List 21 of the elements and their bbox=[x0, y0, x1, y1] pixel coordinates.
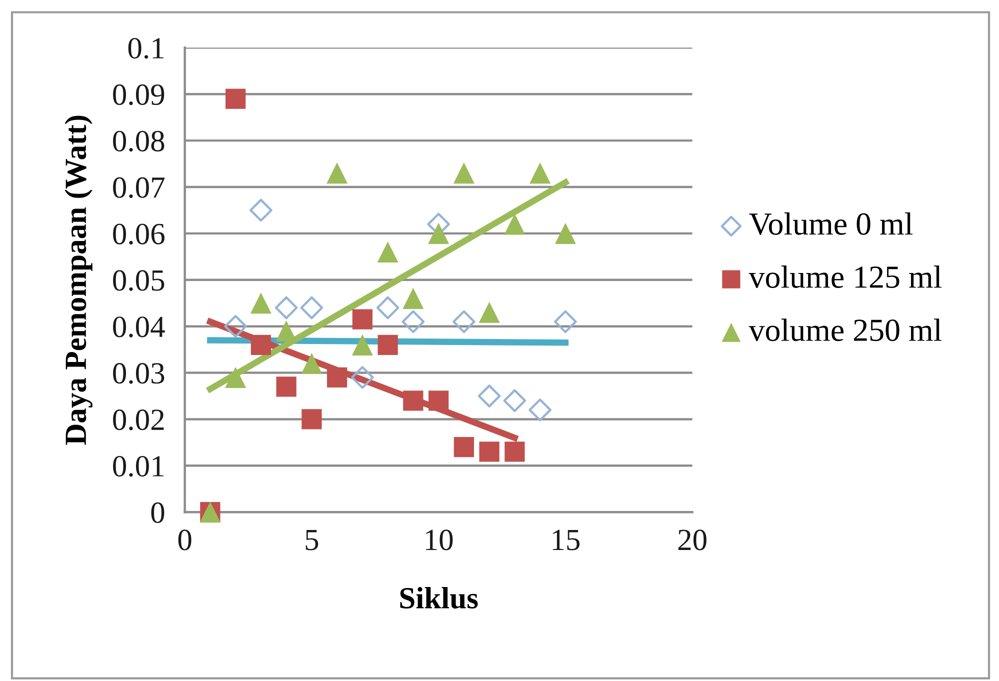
y-tick-label: 0.04 bbox=[113, 316, 165, 338]
y-tick-label: 0 bbox=[151, 502, 164, 524]
y-tick-label: 0.02 bbox=[113, 410, 164, 430]
y-axis-title: Daya Pemompaan (Watt) bbox=[64, 116, 92, 445]
y-tick-label: 0.08 bbox=[113, 130, 164, 152]
x-axis-title: Siklus bbox=[400, 587, 478, 609]
x-tick-label: 0 bbox=[178, 530, 192, 550]
legend-label: volume 250 ml bbox=[748, 318, 942, 342]
y-tick-label: 0.03 bbox=[113, 363, 164, 384]
y-tick-label: 0.05 bbox=[113, 270, 164, 291]
legend-label: Volume 0 ml bbox=[749, 212, 913, 236]
x-tick-label: 20 bbox=[678, 530, 706, 550]
x-tick-label: 15 bbox=[552, 530, 580, 550]
y-tick-label: 0.1 bbox=[128, 38, 164, 59]
y-tick-label: 0.01 bbox=[113, 456, 164, 477]
y-tick-label: 0.06 bbox=[113, 224, 164, 244]
legend-label: volume 125 ml bbox=[748, 266, 942, 288]
y-tick-label: 0.09 bbox=[113, 84, 164, 106]
y-tick-label: 0.07 bbox=[113, 177, 164, 198]
x-tick-label: 5 bbox=[306, 530, 318, 550]
x-tick-label: 10 bbox=[426, 530, 453, 550]
